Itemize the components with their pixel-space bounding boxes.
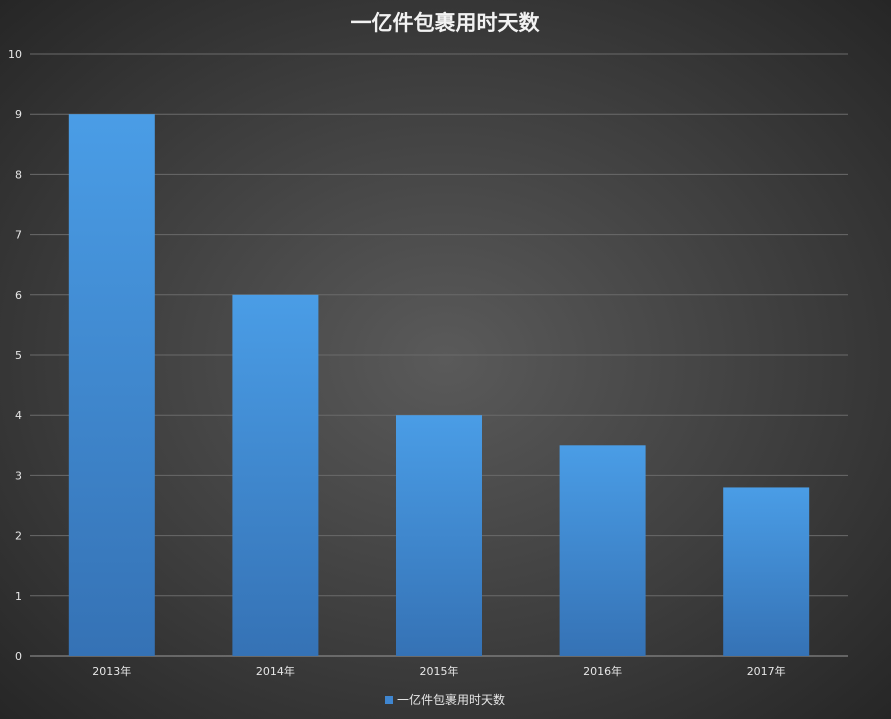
y-tick-label: 1 <box>15 590 22 603</box>
y-axis-ticks: 0 1 2 3 4 5 6 7 8 9 10 <box>8 48 22 663</box>
bar <box>396 415 482 656</box>
legend-marker <box>385 696 393 704</box>
legend-label: 一亿件包裹用时天数 <box>397 692 505 707</box>
y-tick-label: 6 <box>15 289 22 302</box>
x-tick-label: 2015年 <box>420 664 459 678</box>
legend: 一亿件包裹用时天数 <box>385 692 505 707</box>
x-tick-label: 2013年 <box>92 664 131 678</box>
x-tick-label: 2017年 <box>747 664 786 678</box>
chart-title: 一亿件包裹用时天数 <box>351 10 541 35</box>
y-tick-label: 2 <box>15 530 22 543</box>
x-axis-ticks: 2013年 2014年 2015年 2016年 2017年 <box>92 664 785 678</box>
y-tick-label: 3 <box>15 469 22 482</box>
y-tick-label: 7 <box>15 229 22 242</box>
y-tick-label: 9 <box>15 108 22 121</box>
x-tick-label: 2016年 <box>583 664 622 678</box>
bar <box>232 294 319 656</box>
y-tick-label: 4 <box>15 409 22 422</box>
bar <box>68 114 155 656</box>
bars <box>68 114 810 656</box>
bar <box>723 487 810 656</box>
y-tick-label: 5 <box>15 349 22 362</box>
y-tick-label: 0 <box>15 650 22 663</box>
y-tick-label: 8 <box>15 168 22 181</box>
bar <box>559 445 646 656</box>
x-tick-label: 2014年 <box>256 664 295 678</box>
y-tick-label: 10 <box>8 48 22 61</box>
